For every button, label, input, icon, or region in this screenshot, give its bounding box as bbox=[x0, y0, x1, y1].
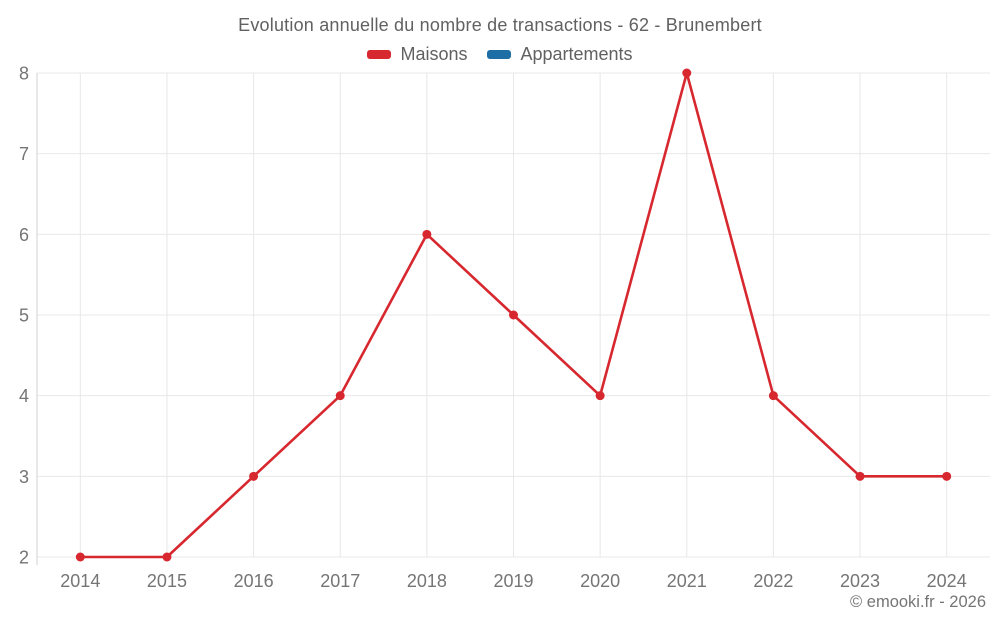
data-point-maisons-2023[interactable] bbox=[855, 471, 865, 481]
legend-item-appartements[interactable]: Appartements bbox=[487, 44, 633, 65]
data-point-maisons-2018[interactable] bbox=[422, 229, 432, 239]
data-point-maisons-2016[interactable] bbox=[249, 471, 259, 481]
x-tick-label: 2014 bbox=[60, 571, 100, 591]
data-point-maisons-2021[interactable] bbox=[682, 68, 692, 78]
data-point-maisons-2017[interactable] bbox=[335, 391, 345, 401]
data-point-maisons-2024[interactable] bbox=[942, 471, 952, 481]
x-tick-label: 2015 bbox=[147, 571, 187, 591]
copyright-label: © emooki.fr - 2026 bbox=[850, 593, 986, 611]
x-tick-label: 2024 bbox=[927, 571, 967, 591]
data-point-maisons-2020[interactable] bbox=[595, 391, 605, 401]
y-tick-label: 4 bbox=[19, 386, 29, 406]
x-tick-label: 2019 bbox=[493, 571, 533, 591]
y-tick-label: 5 bbox=[19, 306, 29, 326]
y-tick-label: 8 bbox=[19, 64, 29, 84]
y-tick-label: 2 bbox=[19, 548, 29, 568]
x-tick-label: 2022 bbox=[753, 571, 793, 591]
legend-label-appartements: Appartements bbox=[520, 44, 633, 64]
x-tick-label: 2016 bbox=[234, 571, 274, 591]
chart-title: Evolution annuelle du nombre de transact… bbox=[238, 15, 762, 35]
x-tick-label: 2020 bbox=[580, 571, 620, 591]
y-tick-label: 7 bbox=[19, 144, 29, 164]
y-tick-label: 6 bbox=[19, 225, 29, 245]
x-tick-label: 2021 bbox=[667, 571, 707, 591]
data-point-maisons-2015[interactable] bbox=[162, 552, 172, 562]
x-tick-label: 2023 bbox=[840, 571, 880, 591]
legend-item-maisons[interactable]: Maisons bbox=[367, 44, 467, 65]
legend-swatch-maisons bbox=[367, 50, 392, 59]
data-point-maisons-2022[interactable] bbox=[768, 391, 778, 401]
data-point-maisons-2019[interactable] bbox=[509, 310, 518, 320]
legend-swatch-appartements bbox=[487, 50, 512, 59]
data-point-maisons-2014[interactable] bbox=[75, 552, 85, 562]
chart-legend: Maisons Appartements bbox=[0, 44, 1000, 65]
x-tick-label: 2018 bbox=[407, 571, 447, 591]
y-tick-label: 3 bbox=[19, 467, 29, 487]
x-tick-label: 2017 bbox=[320, 571, 360, 591]
legend-label-maisons: Maisons bbox=[400, 44, 468, 64]
